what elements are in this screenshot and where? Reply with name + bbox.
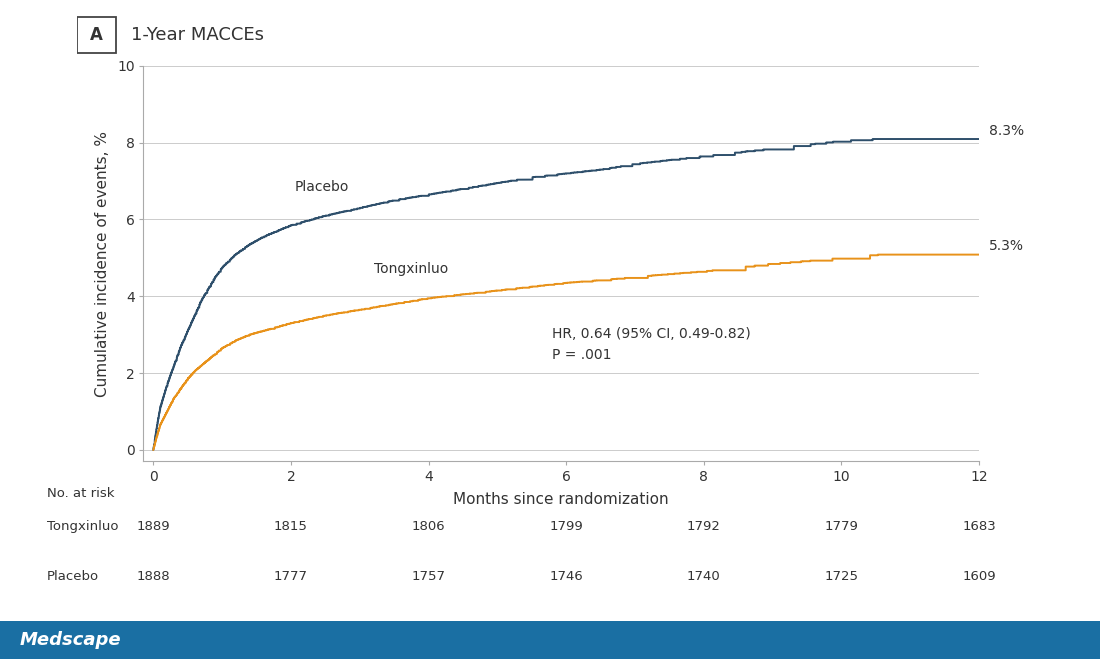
Text: 1815: 1815 xyxy=(274,520,308,533)
X-axis label: Months since randomization: Months since randomization xyxy=(453,492,669,507)
Text: Placebo: Placebo xyxy=(46,570,99,583)
Text: 1888: 1888 xyxy=(136,570,170,583)
Text: 1740: 1740 xyxy=(686,570,720,583)
Text: Medscape: Medscape xyxy=(20,631,121,649)
Text: 1757: 1757 xyxy=(411,570,446,583)
Text: 1777: 1777 xyxy=(274,570,308,583)
FancyBboxPatch shape xyxy=(0,621,1100,659)
Text: HR, 0.64 (95% CI, 0.49-0.82)
P = .001: HR, 0.64 (95% CI, 0.49-0.82) P = .001 xyxy=(552,327,751,362)
Text: Tongxinluo: Tongxinluo xyxy=(374,262,448,276)
Text: 5.3%: 5.3% xyxy=(989,239,1024,253)
Text: 1746: 1746 xyxy=(549,570,583,583)
FancyBboxPatch shape xyxy=(77,16,116,53)
Text: 1779: 1779 xyxy=(824,520,858,533)
Y-axis label: Cumulative incidence of events, %: Cumulative incidence of events, % xyxy=(95,130,110,397)
Text: 1683: 1683 xyxy=(962,520,996,533)
Text: A: A xyxy=(90,26,102,43)
Text: 1889: 1889 xyxy=(136,520,170,533)
Text: Tongxinluo: Tongxinluo xyxy=(46,520,118,533)
Text: 1799: 1799 xyxy=(549,520,583,533)
Text: 1792: 1792 xyxy=(686,520,720,533)
Text: 1725: 1725 xyxy=(824,570,858,583)
Text: 1-Year MACCEs: 1-Year MACCEs xyxy=(131,26,264,43)
Text: Placebo: Placebo xyxy=(295,180,349,194)
Text: 1609: 1609 xyxy=(962,570,996,583)
Text: 8.3%: 8.3% xyxy=(989,124,1024,138)
Text: 1806: 1806 xyxy=(411,520,446,533)
Text: No. at risk: No. at risk xyxy=(46,487,114,500)
